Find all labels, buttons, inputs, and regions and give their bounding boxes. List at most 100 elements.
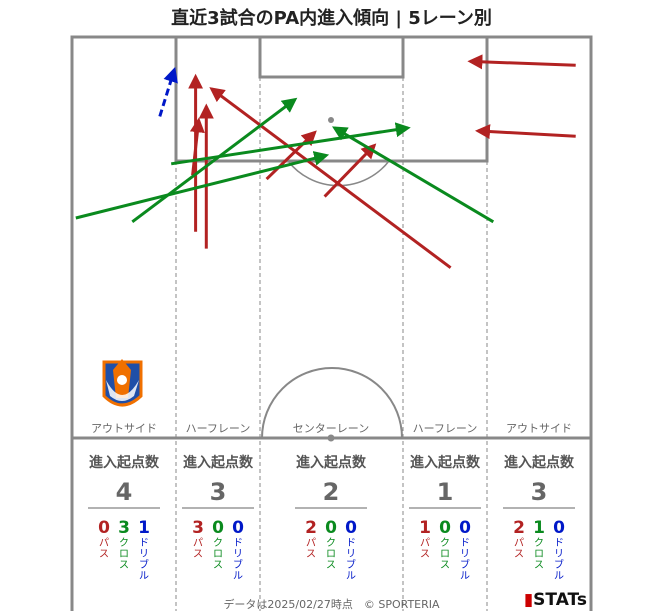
lane-total-0: 4 (116, 478, 133, 506)
pass-arrow-5 (189, 117, 205, 176)
lane-4-pass-count: 2 (513, 518, 525, 538)
penalty-arc (287, 160, 390, 187)
lane-3-cross-label-char: ス (440, 560, 450, 571)
stats-brand-logo: ▮STATs (523, 590, 587, 610)
lane-1-dribble-label-char: ル (233, 571, 243, 582)
lane-1-pass-label: パス (193, 537, 203, 560)
lane-label-half-right: ハーフレーン (413, 422, 478, 435)
lane-4-pass-label-char: パ (514, 537, 524, 549)
lane-2-pass-label: パス (306, 537, 316, 560)
pass-arrow-6 (265, 130, 317, 181)
lane-4-dribble-count: 0 (553, 518, 565, 538)
lane-3-cross-count: 0 (439, 518, 451, 538)
pass-arrow-7 (323, 143, 377, 198)
penalty-area (174, 35, 489, 163)
lane-4-dribble-label-char: ル (554, 571, 564, 582)
lane-0-pass-label-char: パ (99, 537, 109, 549)
lane-2-cross-label: クロス (326, 537, 336, 571)
brand-text: STATs (533, 590, 587, 610)
lane-3-pass-count: 1 (419, 518, 431, 538)
lane-4-cross-count: 1 (533, 518, 545, 538)
lane-0-pass-count: 0 (98, 518, 110, 538)
cross-arrow-10 (170, 122, 411, 166)
lane-total-3: 1 (437, 478, 454, 506)
lane-3-dribble-label-char: ル (460, 571, 470, 582)
lane-4-pass-label-char: ス (514, 549, 524, 560)
lane-header-0: 進入起点数 (89, 454, 160, 471)
pass-arrow-1 (475, 124, 576, 140)
lane-4-cross-label-char: ク (534, 537, 544, 549)
lane-0-dribble-label-char: ル (139, 571, 149, 582)
lane-label-center: センターレーン (293, 422, 369, 435)
lane-total-1: 3 (210, 478, 227, 506)
lane-2-cross-count: 0 (325, 518, 337, 538)
lane-2-dribble-label-char: リ (346, 549, 356, 560)
goal-area (258, 35, 405, 79)
lane-2-dribble-label-char: ル (346, 571, 356, 582)
dribble-arrow-12 (158, 66, 178, 117)
lane-header-4: 進入起点数 (504, 454, 575, 471)
lane-2-pass-count: 2 (305, 518, 317, 538)
lane-0-pass-label: パス (99, 537, 109, 560)
lane-3-dribble-label-char: リ (460, 549, 470, 560)
penalty-spot (328, 117, 334, 123)
lane-0-pass-label-char: ス (99, 549, 109, 560)
lane-4-cross-label-char: ス (534, 560, 544, 571)
center-spot (327, 434, 335, 442)
chart-title: 直近3試合のPA内進入傾向 | 5レーン別 (171, 8, 492, 29)
lane-1-dribble-label-char: リ (233, 549, 243, 560)
lane-2-pass-label-char: ス (306, 549, 316, 560)
lane-1-dribble-label-char: ブ (233, 558, 243, 571)
lane-total-4: 3 (531, 478, 548, 506)
lane-1-cross-label-char: ク (213, 537, 223, 549)
lane-4-pass-label: パス (514, 537, 524, 560)
lane-labels: アウトサイド ハーフレーン センターレーン ハーフレーン アウトサイド (91, 422, 572, 435)
footer-note: データは2025/02/27時点 © SPORTERIA (223, 598, 440, 611)
lane-0-cross-count: 3 (118, 518, 130, 538)
lane-0-dribble-label-char: ブ (139, 558, 149, 571)
pass-arrow-2 (209, 87, 452, 269)
lane-total-2: 2 (323, 478, 340, 506)
entry-arrows (75, 54, 576, 269)
lane-4-cross-label-char: ロ (534, 549, 544, 560)
lane-2-cross-label-char: ス (326, 560, 336, 571)
lane-2-cross-label-char: ロ (326, 549, 336, 560)
lane-3-dribble-count: 0 (459, 518, 471, 538)
lane-3-cross-label-char: ク (440, 537, 450, 549)
lane-label-outside-right: アウトサイド (506, 422, 572, 435)
pitch-lines (70, 35, 593, 611)
lane-3-dribble-label-char: ブ (460, 558, 470, 571)
lane-header-3: 進入起点数 (410, 454, 481, 471)
lane-0-cross-label-char: ク (119, 537, 129, 549)
lane-header-1: 進入起点数 (183, 454, 254, 471)
lane-4-cross-label: クロス (534, 537, 544, 571)
lane-0-dribble-count: 1 (138, 518, 150, 538)
lane-0-dribble-label-char: ド (139, 538, 149, 549)
lane-2-pass-label-char: パ (306, 537, 316, 549)
lane-1-cross-label-char: ス (213, 560, 223, 571)
cross-arrow-9 (131, 97, 298, 223)
lane-1-cross-count: 0 (212, 518, 224, 538)
lane-1-cross-label: クロス (213, 537, 223, 571)
lane-2-cross-label-char: ク (326, 537, 336, 549)
lane-label-outside-left: アウトサイド (91, 422, 157, 435)
lane-1-pass-count: 3 (192, 518, 204, 538)
club-emblem (102, 359, 143, 407)
lane-3-dribble-label-char: ド (460, 538, 470, 549)
lane-stats: 進入起点数40パス3クロス1ドリブル進入起点数33パス0クロス0ドリブル進入起点… (88, 454, 575, 582)
lane-4-dribble-label-char: リ (554, 549, 564, 560)
pass-arrow-0 (467, 54, 576, 70)
lane-3-pass-label: パス (420, 537, 430, 560)
lane-header-2: 進入起点数 (296, 454, 367, 471)
lane-2-dribble-count: 0 (345, 518, 357, 538)
lane-3-pass-label-char: パ (420, 537, 430, 549)
cross-arrow-8 (75, 151, 330, 220)
lane-1-pass-label-char: パ (193, 537, 203, 549)
lane-3-cross-label-char: ロ (440, 549, 450, 560)
